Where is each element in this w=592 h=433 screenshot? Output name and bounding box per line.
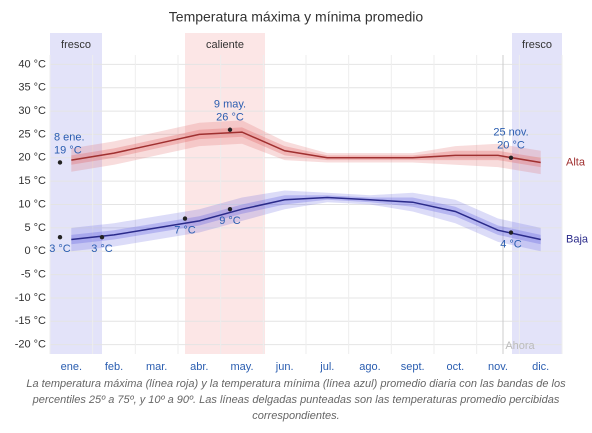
annotation-value: 7 °C xyxy=(174,224,196,236)
series-label: Baja xyxy=(566,233,589,245)
annotation-dot xyxy=(57,235,63,240)
x-tick-label: jul. xyxy=(319,361,334,373)
annotation-value: 19 °C xyxy=(54,144,82,156)
annotation-dot xyxy=(99,235,105,240)
x-tick-label: nov. xyxy=(488,361,508,373)
y-tick-label: 5 °C xyxy=(24,222,46,234)
chart: Temperatura máxima y mínima promedio fre… xyxy=(15,9,589,373)
y-tick-label: 0 °C xyxy=(24,245,46,257)
x-tick-label: may. xyxy=(230,361,253,373)
season-band xyxy=(185,33,265,354)
season-band xyxy=(50,33,102,354)
season-band xyxy=(512,33,562,354)
season-label: fresco xyxy=(61,39,91,51)
y-tick-label: 20 °C xyxy=(18,152,46,164)
y-tick-label: 10 °C xyxy=(18,198,46,210)
annotation-dot xyxy=(182,216,188,221)
season-label: caliente xyxy=(206,39,244,51)
series-line xyxy=(71,131,541,164)
y-tick-label: -5 °C xyxy=(21,268,46,280)
annotation-dot xyxy=(227,127,233,132)
x-tick-label: jun. xyxy=(275,361,294,373)
x-tick-label: sept. xyxy=(401,361,425,373)
y-tick-label: 25 °C xyxy=(18,128,46,140)
x-tick-label: feb. xyxy=(105,361,123,373)
y-tick-label: 40 °C xyxy=(18,58,46,70)
annotation-dot xyxy=(227,206,233,212)
x-tick-label: dic. xyxy=(532,361,549,373)
y-tick-label: -20 °C xyxy=(15,339,46,351)
y-tick-label: 30 °C xyxy=(18,105,46,117)
now-label: Ahora xyxy=(505,340,535,352)
annotation-value: 3 °C xyxy=(91,243,113,255)
percentile-band xyxy=(71,195,541,245)
y-tick-label: -15 °C xyxy=(15,315,46,327)
annotation-value: 4 °C xyxy=(500,238,522,250)
annotation-dot xyxy=(508,230,514,235)
y-tick-label: 15 °C xyxy=(18,175,46,187)
annotation-dot xyxy=(57,160,63,165)
chart-title: Temperatura máxima y mínima promedio xyxy=(169,9,424,25)
annotation-date: 25 nov. xyxy=(493,127,528,139)
percentile-band xyxy=(71,190,541,252)
annotation-date: 9 may. xyxy=(214,99,246,111)
x-tick-label: ene. xyxy=(61,361,82,373)
annotation-value: 20 °C xyxy=(497,140,525,152)
annotation-date: 8 ene. xyxy=(54,131,85,143)
x-tick-label: abr. xyxy=(190,361,208,373)
x-tick-label: ago. xyxy=(359,361,380,373)
series-line xyxy=(71,196,541,241)
season-label: fresco xyxy=(522,39,552,51)
annotation-value: 26 °C xyxy=(216,112,244,124)
annotation-value: 9 °C xyxy=(219,215,241,227)
annotation-dot xyxy=(508,155,514,160)
annotation-value: 3 °C xyxy=(49,243,71,255)
x-tick-label: oct. xyxy=(446,361,464,373)
y-tick-label: -10 °C xyxy=(15,292,46,304)
x-tick-label: mar. xyxy=(146,361,167,373)
caption: La temperatura máxima (línea roja) y la … xyxy=(26,378,566,422)
series-label: Alta xyxy=(566,156,586,168)
y-tick-label: 35 °C xyxy=(18,82,46,94)
percentile-band xyxy=(71,120,541,175)
